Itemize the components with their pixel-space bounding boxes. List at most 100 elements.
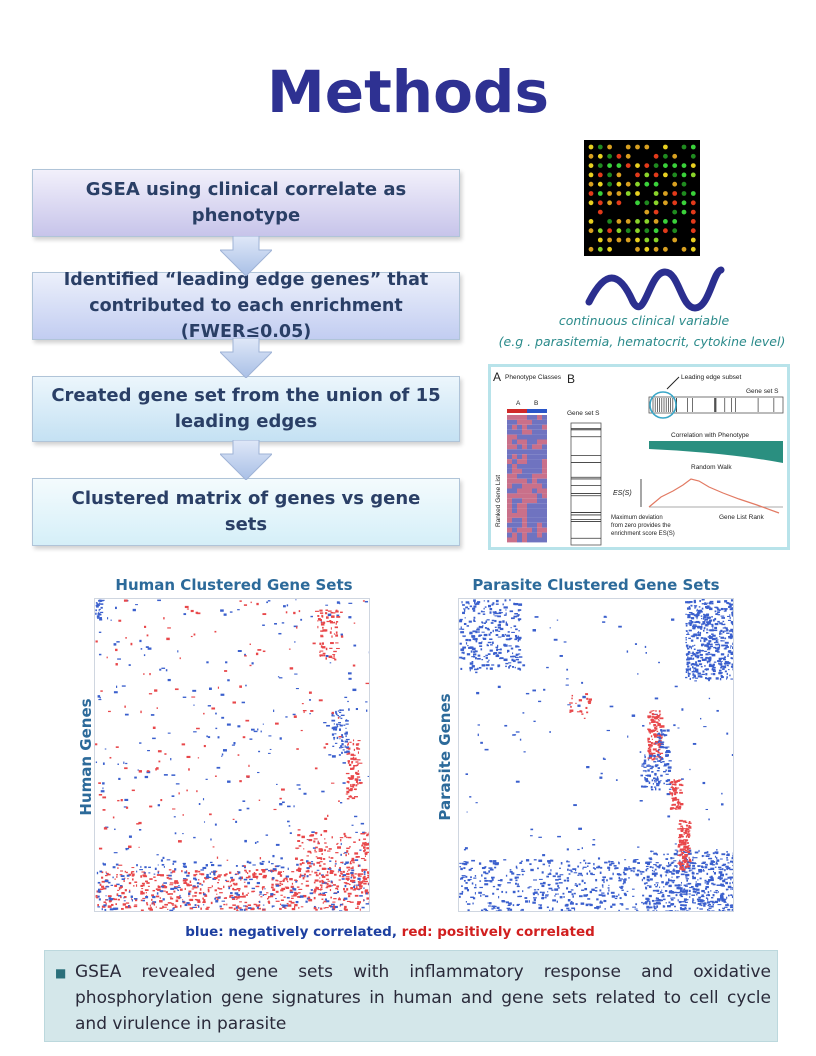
- heatmap-cell: [505, 874, 508, 877]
- heatmap-cell: [722, 879, 725, 882]
- phenotype-cell: [522, 527, 527, 533]
- heatmap-cell: [700, 639, 702, 642]
- heatmap-cell: [655, 727, 658, 730]
- heatmap-cell: [239, 685, 242, 688]
- heatmap-cell: [320, 635, 324, 638]
- heatmap-cell: [586, 765, 590, 769]
- heatmap-cell: [338, 879, 341, 881]
- heatmap-cell: [720, 675, 723, 677]
- heatmap-cell: [343, 887, 345, 891]
- heatmap-cell: [140, 648, 143, 650]
- heatmap-cell: [315, 846, 318, 849]
- heatmap-cell: [203, 899, 206, 902]
- heatmap-cell: [676, 801, 681, 804]
- heatmap-cell: [710, 623, 714, 625]
- heatmap-cell: [271, 879, 274, 881]
- heatmap-cell: [691, 894, 696, 896]
- heatmap-cell: [214, 630, 217, 633]
- heatmap-cell: [669, 863, 672, 867]
- heatmap-cell: [319, 642, 322, 645]
- heatmap-cell: [680, 892, 682, 894]
- heatmap-cell: [348, 708, 350, 711]
- heatmap-cell: [191, 888, 195, 890]
- heatmap-cell: [477, 612, 481, 615]
- heatmap-cell: [727, 664, 729, 667]
- heatmap-cell: [645, 865, 649, 868]
- heatmap-cell: [569, 711, 572, 713]
- human-heatmap-title: Human Clustered Gene Sets: [115, 576, 353, 594]
- heatmap-cell: [99, 888, 104, 890]
- phenotype-cell: [512, 449, 517, 455]
- heatmap-cell: [103, 827, 108, 830]
- heatmap-cell: [234, 896, 238, 899]
- heatmap-cell: [654, 727, 657, 730]
- heatmap-cell: [655, 902, 658, 904]
- heatmap-cell: [495, 634, 499, 636]
- heatmap-cell: [717, 647, 719, 650]
- heatmap-cell: [205, 876, 210, 879]
- phenotype-cell: [542, 419, 547, 425]
- heatmap-cell: [679, 859, 681, 862]
- heatmap-cell: [685, 622, 688, 625]
- heatmap-cell: [321, 621, 324, 623]
- heatmap-cell: [542, 854, 546, 857]
- heatmap-cell: [698, 870, 702, 873]
- heatmap-cell: [308, 699, 312, 701]
- heatmap-cell: [149, 908, 154, 911]
- heatmap-cell: [131, 898, 133, 900]
- heatmap-cell: [363, 882, 367, 885]
- heatmap-cell: [645, 869, 648, 872]
- heatmap-cell: [730, 904, 734, 907]
- heatmap-cell: [541, 884, 545, 888]
- heatmap-cell: [608, 869, 611, 871]
- heatmap-cell: [729, 630, 733, 632]
- heatmap-cell: [234, 892, 239, 895]
- heatmap-cell: [482, 637, 485, 639]
- heatmap-cell: [655, 710, 657, 712]
- phenotype-cell: [517, 415, 522, 420]
- heatmap-cell: [196, 727, 200, 730]
- heatmap-cell: [653, 786, 657, 788]
- microarray-spot: [663, 153, 668, 159]
- heatmap-cell: [212, 846, 215, 848]
- heatmap-cell: [301, 875, 305, 877]
- heatmap-cell: [328, 848, 332, 850]
- heatmap-cell: [659, 874, 663, 877]
- heatmap-cell: [691, 621, 694, 624]
- heatmap-cell: [713, 661, 717, 663]
- heatmap-cell: [461, 875, 466, 877]
- heatmap-cell: [203, 821, 206, 823]
- panel-b-label: B: [567, 372, 575, 386]
- heatmap-cell: [336, 725, 339, 727]
- heatmap-cell: [493, 860, 497, 863]
- heatmap-cell: [113, 643, 117, 646]
- heatmap-cell: [660, 761, 663, 764]
- heatmap-cell: [620, 886, 623, 890]
- heatmap-cell: [171, 903, 174, 905]
- phenotype-cell: [517, 459, 522, 464]
- heatmap-cell: [691, 627, 696, 629]
- heatmap-cell: [711, 896, 714, 899]
- heatmap-cell: [577, 865, 580, 868]
- microarray-spot: [681, 209, 687, 215]
- microarray-spot: [653, 172, 659, 178]
- heatmap-cell: [706, 602, 709, 604]
- heatmap-cell: [460, 631, 465, 634]
- heatmap-cell: [671, 862, 674, 864]
- heatmap-cell: [333, 736, 336, 739]
- phenotype-cell: [517, 498, 522, 504]
- heatmap-cell: [229, 894, 234, 897]
- heatmap-cell: [198, 879, 200, 881]
- heatmap-cell: [534, 616, 539, 618]
- heatmap-cell: [177, 885, 180, 887]
- heatmap-cell: [681, 868, 684, 871]
- heatmap-cell: [519, 668, 522, 671]
- heatmap-cell: [650, 857, 652, 859]
- heatmap-cell: [108, 710, 111, 713]
- heatmap-cell: [653, 870, 655, 873]
- heatmap-cell: [637, 846, 640, 848]
- microarray-spot: [690, 172, 696, 178]
- heatmap-cell: [125, 806, 129, 809]
- heatmap-cell: [570, 889, 574, 891]
- heatmap-cell: [193, 704, 195, 706]
